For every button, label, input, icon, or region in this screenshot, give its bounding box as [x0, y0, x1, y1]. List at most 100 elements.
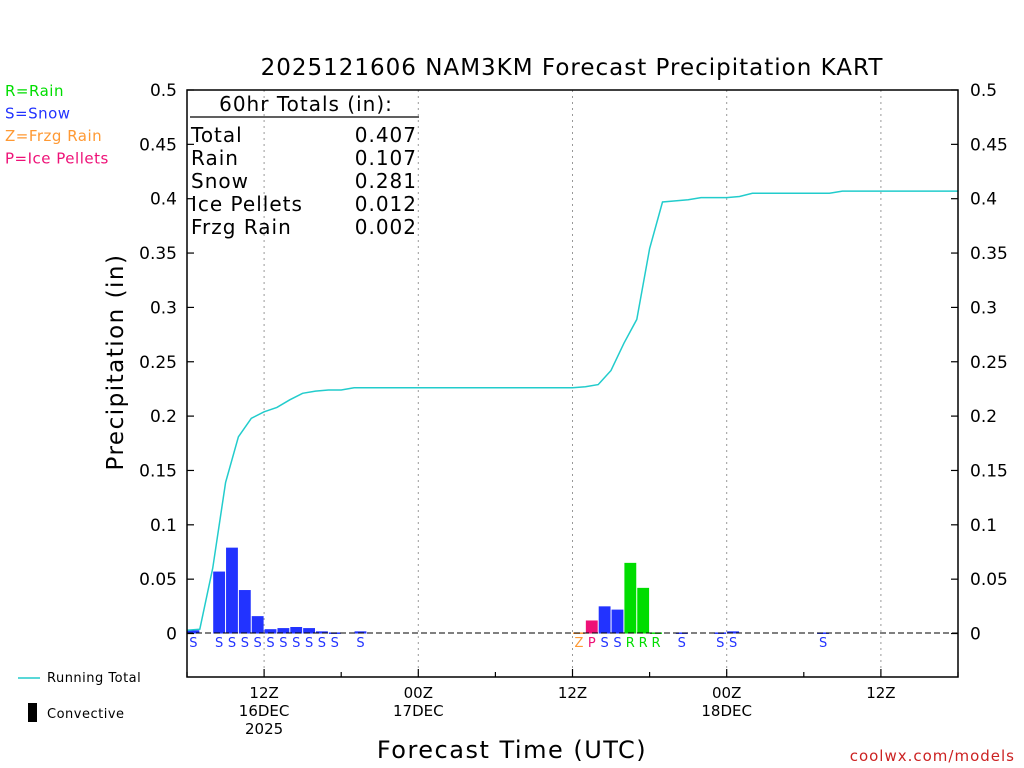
bar-S-h34 — [611, 609, 624, 634]
x-tick-label: 16DEC — [239, 702, 290, 720]
y-tick-label-right: 0.4 — [970, 190, 997, 210]
y-tick-label-right: 0.1 — [970, 516, 997, 536]
y-tick-label-right: 0.5 — [970, 81, 997, 101]
totals-value: 0.002 — [355, 215, 417, 239]
bar-S-h4 — [226, 547, 238, 634]
totals-value: 0.281 — [355, 169, 417, 193]
totals-label: Frzg Rain — [191, 215, 292, 239]
convective-swatch — [28, 703, 37, 722]
type-code-h9: S — [292, 636, 300, 651]
y-tick-label-left: 0.35 — [139, 244, 177, 264]
type-code-h43: S — [729, 636, 737, 651]
type-code-h4: S — [228, 636, 236, 651]
type-code-h34: S — [613, 636, 621, 651]
totals-label: Total — [190, 123, 243, 147]
running-total-legend-label: Running Total — [47, 671, 141, 686]
bottom-legend: Running Total Convective — [18, 671, 141, 722]
totals-value: 0.407 — [355, 123, 417, 147]
y-tick-label-right: 0.15 — [970, 461, 1008, 481]
legend-entry-Z: Z=Frzg Rain — [5, 127, 102, 145]
bar-S-h33 — [598, 606, 611, 634]
y-tick-label-left: 0.1 — [150, 516, 177, 536]
totals-box: 60hr Totals (in): Total 0.407 Rain 0.107 Sno… — [190, 92, 419, 239]
type-code-h3: S — [215, 636, 223, 651]
y-tick-label-right: 0.25 — [970, 353, 1008, 373]
bar-S-h50 — [817, 632, 829, 634]
type-code-h37: R — [652, 636, 661, 651]
bar-S-h10 — [303, 628, 315, 634]
type-code-h42: S — [716, 636, 724, 651]
bar-S-h14 — [354, 631, 367, 634]
y-tick-label-left: 0.3 — [150, 298, 177, 318]
type-code-h39: S — [678, 636, 686, 651]
y-tick-label-left: 0.4 — [150, 190, 177, 210]
y-axis-right: 0 0.05 0.1 0.15 0.2 0.25 0.3 0.35 0.4 0.45 0.5 — [951, 81, 1008, 645]
type-code-h14: S — [356, 636, 364, 651]
y-tick-label-left: 0.15 — [139, 461, 177, 481]
type-code-h11: S — [318, 636, 326, 651]
bar-S-h8 — [277, 628, 290, 634]
x-tick-label: 12Z — [866, 684, 895, 702]
bar-S-h39 — [675, 632, 688, 634]
x-tick-label: 18DEC — [701, 702, 752, 720]
type-code-h36: R — [639, 636, 648, 651]
legend-entry-S: S=Snow — [5, 105, 71, 123]
y-tick-label-right: 0.3 — [970, 298, 997, 318]
bar-S-h7 — [264, 629, 277, 634]
bar-S-h5 — [238, 590, 251, 634]
type-code-h31: Z — [574, 636, 583, 651]
y-tick-label-left: 0.05 — [139, 570, 177, 590]
running-total-line — [186, 190, 958, 632]
bar-S-h3 — [213, 571, 226, 634]
y-tick-label-left: 0.5 — [150, 81, 177, 101]
x-tick-label: 12Z — [558, 684, 587, 702]
bars — [187, 547, 829, 634]
y-axis-left: 0 0.05 0.1 0.15 0.2 0.25 0.3 0.35 0.4 0.45 0.5 — [139, 81, 194, 645]
totals-value: 0.107 — [355, 146, 417, 170]
legend-entry-R: R=Rain — [5, 82, 64, 100]
totals-heading: 60hr Totals (in): — [219, 92, 393, 116]
type-code-h35: R — [626, 636, 635, 651]
type-code-h50: S — [819, 636, 827, 651]
x-axis-label: Forecast Time (UTC) — [377, 736, 647, 764]
type-code-h1: S — [189, 636, 197, 651]
type-code-h5: S — [241, 636, 249, 651]
totals-value: 0.012 — [355, 192, 417, 216]
totals-label: Ice Pellets — [191, 192, 303, 216]
bar-S-h1 — [187, 630, 200, 634]
type-code-h33: S — [600, 636, 608, 651]
y-tick-label-right: 0.2 — [970, 407, 997, 427]
y-axis-label: Precipitation (in) — [103, 254, 129, 471]
type-code-h6: S — [254, 636, 262, 651]
gridlines — [263, 90, 882, 677]
y-tick-label-right: 0.05 — [970, 570, 1008, 590]
x-tick-label: 00Z — [404, 684, 433, 702]
convective-legend-label: Convective — [47, 707, 125, 722]
type-legend: R=Rain S=Snow Z=Frzg Rain P=Ice Pellets — [5, 82, 108, 168]
y-tick-label-right: 0.35 — [970, 244, 1008, 264]
bar-R-h35 — [624, 562, 637, 634]
bar-P-h32 — [585, 620, 598, 634]
bar-S-h6 — [251, 616, 264, 634]
x-tick-label: 17DEC — [393, 702, 444, 720]
bar-S-h43 — [727, 631, 740, 634]
bar-S-h9 — [290, 626, 303, 634]
y-tick-label-left: 0.2 — [150, 407, 177, 427]
y-tick-label-left: 0 — [166, 625, 177, 645]
y-tick-label-left: 0.25 — [139, 353, 177, 373]
totals-label: Snow — [191, 169, 249, 193]
type-code-h10: S — [305, 636, 313, 651]
bar-R-h36 — [637, 587, 650, 634]
x-tick-label: 2025 — [245, 720, 283, 738]
y-tick-label-right: 0 — [970, 625, 981, 645]
y-tick-label-right: 0.45 — [970, 135, 1008, 155]
type-code-h32: P — [588, 636, 596, 651]
type-code-h12: S — [331, 636, 339, 651]
type-code-h8: S — [279, 636, 287, 651]
x-tick-label: 00Z — [712, 684, 741, 702]
bar-S-h11 — [316, 631, 328, 634]
totals-label: Rain — [191, 146, 239, 170]
